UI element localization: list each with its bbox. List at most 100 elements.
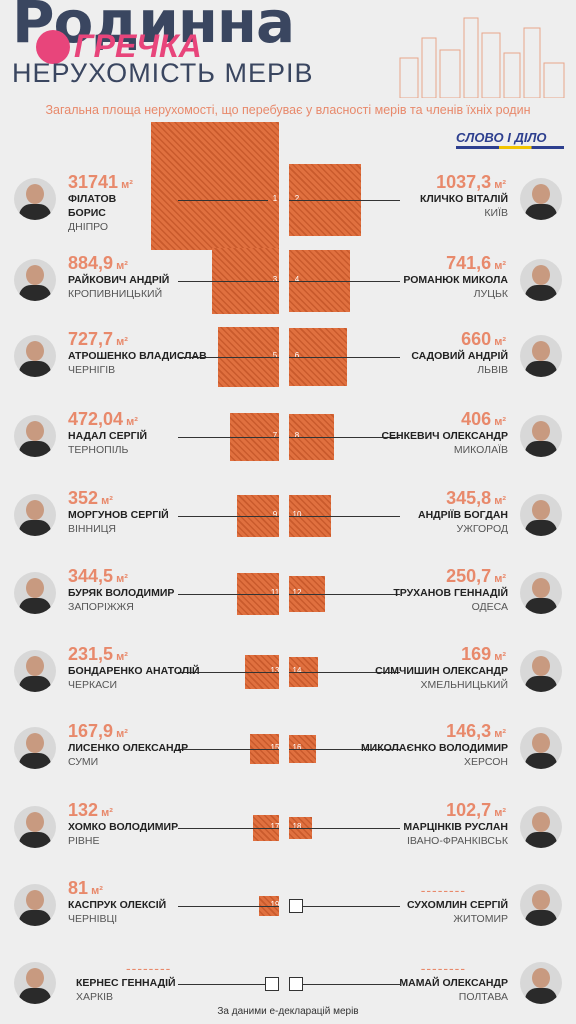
suit-icon (525, 520, 557, 536)
name-right-3: СЕНКЕВИЧ ОЛЕКСАНДР (381, 430, 508, 442)
area-unit: м² (113, 260, 128, 272)
connector-right-1 (289, 281, 400, 282)
area-number: 352 (68, 488, 99, 508)
city-left-8: РІВНЕ (68, 835, 100, 847)
logo-text: ГРЕЧКА (74, 28, 202, 64)
name-left-4: МОРГУНОВ СЕРГІЙ (68, 509, 169, 521)
connector-right-7 (289, 749, 400, 750)
bar-right-0 (289, 163, 362, 237)
area-number: 406 (461, 409, 492, 429)
name-right-6: СИМЧИШИН ОЛЕКСАНДР (375, 665, 508, 677)
area-number: -------- (420, 882, 466, 898)
avatar-left-2 (14, 335, 56, 377)
area-value-left-0: 31741 м² (68, 172, 133, 193)
area-value-left-1: 884,9 м² (68, 253, 128, 274)
area-unit: м² (491, 260, 506, 272)
rank-label-right-8: 18 (292, 822, 302, 831)
avatar-right-0 (520, 178, 562, 220)
rank-label-left-8: 17 (270, 822, 280, 831)
rank-label-left-9: 19 (270, 900, 280, 909)
area-value-right-4: 345,8 м² (446, 488, 506, 509)
title-sub: НЕРУХОМІСТЬ МЕРІВ (12, 58, 314, 88)
connector-right-6 (289, 672, 400, 673)
suit-icon (525, 361, 557, 377)
subtitle: Загальна площа нерухомості, що перебуває… (45, 103, 531, 117)
connector-right-2 (289, 357, 400, 358)
face-icon (26, 968, 44, 988)
face-icon (26, 812, 44, 832)
face-icon (26, 265, 44, 285)
bar-left-3 (230, 412, 279, 462)
connector-right-5 (289, 594, 400, 595)
area-number: 31741 (68, 172, 119, 192)
area-number: -------- (420, 960, 466, 976)
area-value-right-0: 1037,3 м² (436, 172, 506, 193)
rank-label-left-6: 13 (270, 666, 280, 675)
rank-label-left-3: 7 (272, 431, 278, 440)
avatar-left-7 (14, 727, 56, 769)
avatar-right-4 (520, 494, 562, 536)
connector-right-0 (289, 200, 400, 201)
suit-icon (19, 598, 51, 614)
name-right-2: САДОВИЙ АНДРІЙ (411, 350, 508, 362)
area-value-left-3: 472,04 м² (68, 409, 138, 430)
connector-right-10 (303, 984, 400, 985)
suit-icon (525, 285, 557, 301)
face-icon (26, 341, 44, 361)
city-right-8: ІВАНО-ФРАНКІВСЬК (407, 835, 508, 847)
name-left-2: АТРОШЕНКО ВЛАДИСЛАВ (68, 350, 207, 362)
area-value-left-7: 167,9 м² (68, 721, 128, 742)
city-left-10: ХАРКІВ (76, 991, 114, 1003)
area-value-left-4: 352 м² (68, 488, 113, 509)
rank-label-right-0: 2 (294, 194, 300, 203)
area-value-left-2: 727,7 м² (68, 329, 128, 350)
area-unit: м² (491, 807, 506, 819)
suit-icon (525, 910, 557, 926)
bar-left-2 (218, 326, 279, 388)
suit-icon (19, 753, 51, 769)
empty-square-right-10 (289, 977, 303, 991)
rank-label-right-6: 14 (292, 666, 302, 675)
name-left-10: КЕРНЕС ГЕННАДІЙ (76, 977, 176, 989)
area-unit: м² (113, 336, 128, 348)
suit-icon (525, 441, 557, 457)
connector-left-6 (178, 672, 279, 673)
avatar-right-10 (520, 962, 562, 1004)
suit-icon (525, 753, 557, 769)
connector-left-1 (178, 281, 279, 282)
empty-square-right-9 (289, 899, 303, 913)
avatar-right-8 (520, 806, 562, 848)
area-number: 250,7 (446, 566, 492, 586)
area-unit: м² (98, 495, 113, 507)
face-icon (532, 341, 550, 361)
suit-icon (19, 676, 51, 692)
area-unit: м² (491, 336, 506, 348)
suit-icon (19, 988, 51, 1004)
bar-right-2 (289, 328, 347, 386)
suit-icon (525, 988, 557, 1004)
area-value-right-5: 250,7 м² (446, 566, 506, 587)
connector-left-7 (178, 749, 279, 750)
avatar-left-9 (14, 884, 56, 926)
rank-label-right-3: 8 (294, 431, 300, 440)
brand-underline (456, 146, 564, 149)
area-unit: м² (491, 416, 506, 428)
connector-right-4 (289, 516, 400, 517)
rank-label-left-1: 3 (272, 275, 278, 284)
area-number: 344,5 (68, 566, 114, 586)
rank-label-left-5: 11 (270, 588, 280, 597)
name-right-8: МАРЦІНКІВ РУСЛАН (403, 821, 508, 833)
city-right-5: ОДЕСА (471, 601, 508, 613)
connector-right-8 (289, 828, 400, 829)
connector-right-9 (303, 906, 400, 907)
suit-icon (19, 285, 51, 301)
area-number: 472,04 (68, 409, 124, 429)
city-right-0: КИЇВ (484, 207, 508, 219)
area-value-right-9: -------- (421, 882, 466, 898)
area-value-left-6: 231,5 м² (68, 644, 128, 665)
bar-left-1 (212, 247, 279, 315)
city-left-7: СУМИ (68, 756, 99, 768)
name-left-0-line1: БОРИС (68, 207, 106, 219)
suit-icon (19, 832, 51, 848)
connector-left-9 (178, 906, 279, 907)
